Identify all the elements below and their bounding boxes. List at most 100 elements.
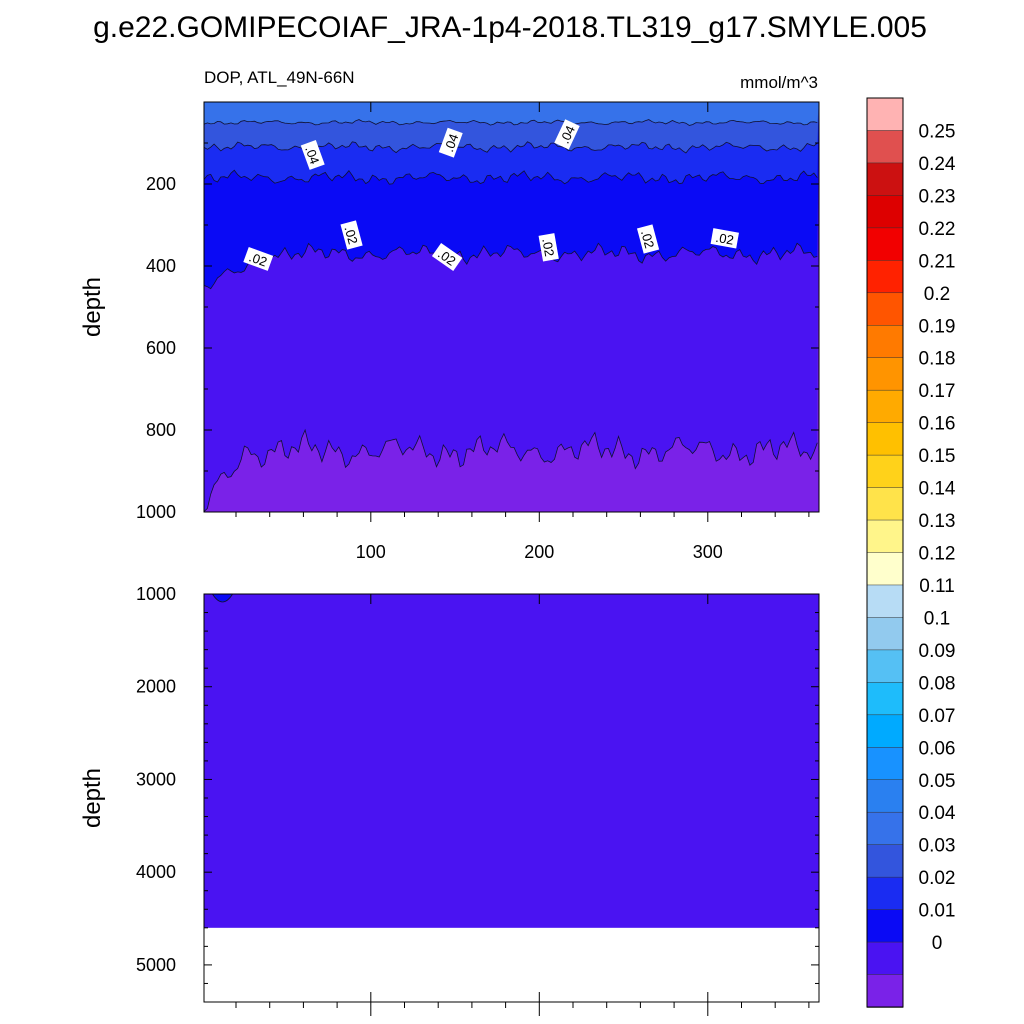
chart-title: g.e22.GOMIPECOIAF_JRA-1p4-2018.TL319_g17… (93, 11, 927, 44)
colorbar-swatch (866, 357, 904, 391)
contour-label-text: .02 (539, 237, 557, 257)
y-tick-label: 200 (146, 174, 176, 194)
colorbar-swatch (866, 195, 904, 229)
contour-label-text: .04 (302, 144, 322, 166)
colorbar-swatch (866, 909, 904, 943)
contour-line (204, 428, 818, 512)
colorbar-swatch (866, 714, 904, 749)
colorbar-label: 0.14 (919, 479, 956, 500)
colorbar-swatch (866, 876, 904, 911)
y-tick-label: 400 (146, 256, 176, 276)
contour-label: .02 (243, 246, 274, 271)
colorbar: 0.25 0.24 0.23 0.22 0.21 0.2 0.19 0.18 0.17 0.16 0… (866, 97, 956, 1008)
contour-label-text: .02 (341, 224, 360, 245)
colorbar-label: 0.15 (919, 446, 956, 467)
colorbar-swatch (866, 389, 904, 424)
colorbar-label: 0.01 (919, 901, 956, 922)
lower-panel: 1000 2000 3000 4000 5000 (136, 584, 820, 1016)
contour-band (204, 102, 819, 126)
colorbar-label: 0.04 (919, 803, 956, 824)
colorbar-swatch (866, 779, 904, 813)
colorbar-label: 0.24 (919, 154, 956, 175)
colorbar-label: 0.12 (919, 544, 956, 565)
x-tick-label: 300 (693, 542, 723, 562)
y-tick-label: 4000 (136, 862, 176, 882)
colorbar-label: 0.18 (919, 349, 956, 370)
colorbar-label: 0.11 (919, 576, 955, 597)
contour-label: .04 (554, 119, 580, 150)
y-tick-label: 5000 (136, 955, 176, 975)
colorbar-label: 0.2 (924, 284, 950, 305)
contour-label: .04 (438, 127, 463, 158)
colorbar-label: 0.05 (919, 771, 956, 792)
lower-fill (204, 594, 819, 928)
colorbar-swatch (866, 487, 904, 521)
contour-label-text: .04 (557, 123, 578, 146)
colorbar-swatch (866, 454, 904, 489)
contour-label: .04 (300, 140, 325, 170)
colorbar-label: 0.03 (919, 836, 956, 857)
y-axis-label-lower: depth (79, 768, 106, 828)
colorbar-swatch (866, 162, 904, 197)
colorbar-swatch (866, 260, 904, 294)
colorbar-label: 0.25 (919, 121, 956, 142)
colorbar-label: 0.19 (919, 316, 956, 337)
colorbar-swatch (866, 97, 904, 132)
colorbar-label: 0.23 (919, 186, 956, 207)
colorbar-frame (866, 97, 904, 1008)
colorbar-label: 0.21 (919, 251, 956, 272)
y-tick-label: 1000 (136, 584, 176, 604)
colorbar-swatch (866, 747, 904, 781)
colorbar-swatch (866, 682, 904, 716)
y-axis-label-upper: depth (79, 277, 106, 337)
upper-panel: .04.04.04.02.02.02.02.02.022004006008001… (136, 101, 820, 562)
colorbar-swatch (866, 617, 904, 651)
contour-label: .02 (340, 220, 363, 250)
colorbar-swatch (866, 974, 904, 1008)
colorbar-swatch (866, 227, 904, 262)
contour-label-text: .02 (247, 249, 269, 269)
colorbar-label: 0.17 (919, 381, 956, 402)
colorbar-swatch (866, 422, 904, 456)
x-tick-label: 100 (356, 542, 386, 562)
units-label: mmol/m^3 (740, 73, 818, 92)
contour-line (204, 119, 818, 126)
colorbar-label: 0.16 (919, 414, 956, 435)
colorbar-label: 0.13 (919, 511, 956, 532)
y-tick-label: 1000 (136, 502, 176, 522)
colorbar-swatch (866, 130, 904, 164)
colorbar-label: 0.07 (919, 706, 956, 727)
colorbar-label: 0.22 (919, 219, 956, 240)
x-tick-label: 200 (524, 542, 554, 562)
colorbar-swatch (866, 584, 904, 619)
y-tick-label: 3000 (136, 769, 176, 789)
colorbar-label: 0.06 (919, 738, 956, 759)
contour-label-text: .02 (638, 228, 657, 249)
colorbar-swatch (866, 844, 904, 878)
colorbar-swatch (866, 325, 904, 359)
colorbar-swatch (866, 649, 904, 684)
contour-label: .02 (538, 233, 559, 262)
colorbar-swatch (866, 811, 904, 846)
contour-label: .02 (636, 224, 660, 254)
colorbar-label: 0.09 (919, 641, 956, 662)
colorbar-swatch (866, 519, 904, 554)
colorbar-label: 0.02 (919, 868, 956, 889)
colorbar-swatch (866, 552, 904, 586)
upper-plot-area: .04.04.04.02.02.02.02.02.02 (204, 102, 819, 512)
colorbar-swatch (866, 292, 904, 326)
colorbar-label: 0.08 (919, 673, 956, 694)
contour-label-text: .02 (714, 230, 734, 248)
contour-label: .02 (710, 228, 739, 249)
y-tick-label: 2000 (136, 677, 176, 697)
y-tick-label: 800 (146, 420, 176, 440)
contour-label-text: .04 (441, 132, 461, 154)
colorbar-swatch (866, 941, 904, 976)
contour-line (204, 242, 818, 290)
colorbar-label: 0.1 (924, 608, 950, 629)
colorbar-label: 0 (932, 933, 943, 954)
y-tick-label: 600 (146, 338, 176, 358)
contour-line (204, 169, 818, 185)
variable-region-label: DOP, ATL_49N-66N (204, 68, 355, 87)
